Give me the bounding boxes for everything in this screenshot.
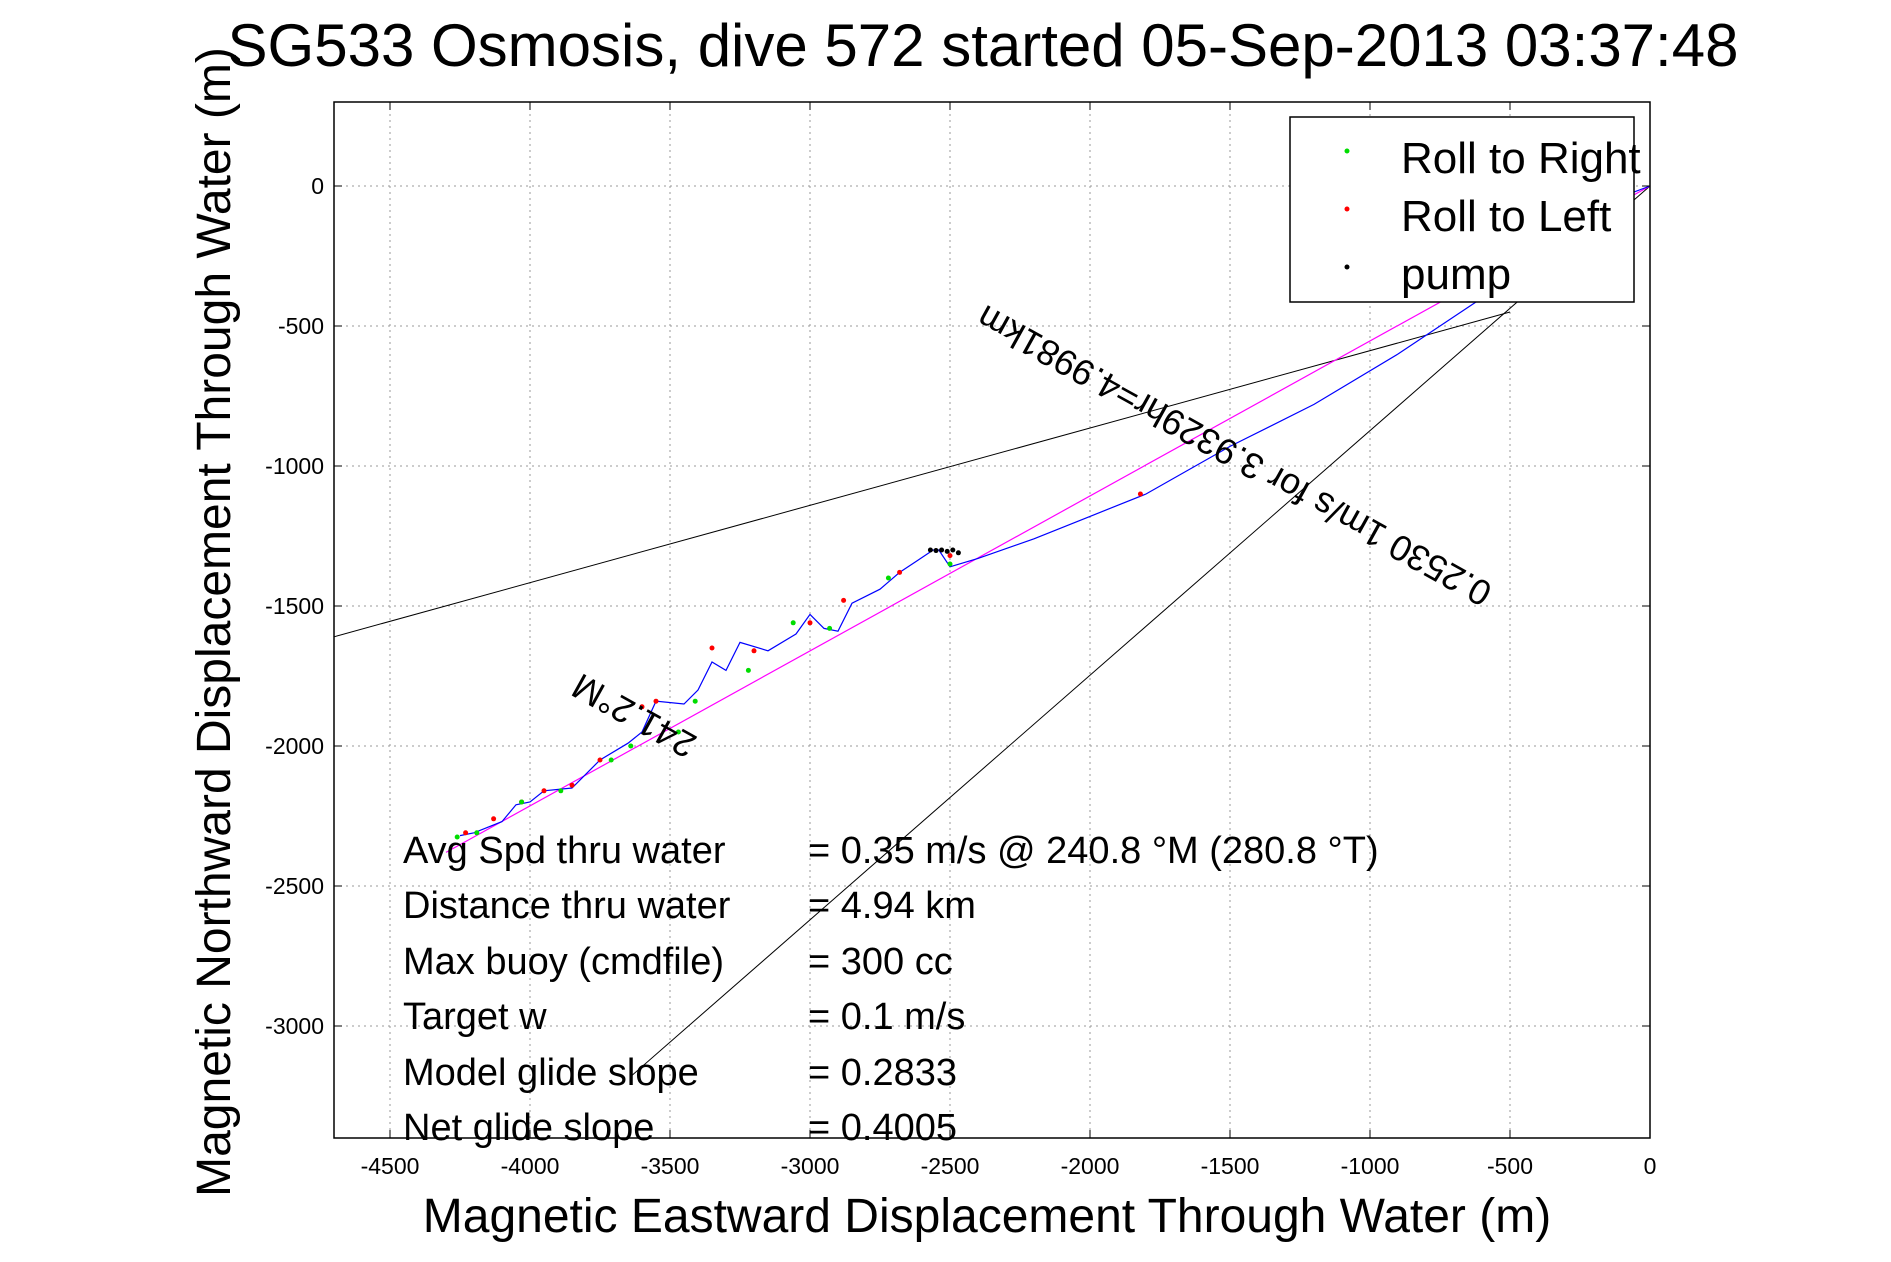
y-tick-label: -3000 xyxy=(265,1013,324,1039)
x-axis-ticks: -4500 -4000 -3500 -3000 -2500 -2000 -1500 -1000… xyxy=(361,102,1657,1179)
stat-value-model-glide: = 0.2833 xyxy=(808,1052,957,1094)
roll-right-point xyxy=(608,757,614,763)
roll-left-point xyxy=(569,782,575,788)
x-tick-label: 0 xyxy=(1644,1153,1657,1179)
y-tick-label: -2000 xyxy=(265,733,324,759)
legend-marker-pump xyxy=(1344,264,1350,270)
x-tick-label: -4000 xyxy=(501,1153,560,1179)
y-tick-label: -1500 xyxy=(265,593,324,619)
x-tick-label: -500 xyxy=(1487,1153,1533,1179)
roll-right-point xyxy=(692,698,698,704)
x-axis-label: Magnetic Eastward Displacement Through W… xyxy=(423,1190,1551,1243)
stat-label-target-w: Target w xyxy=(403,996,547,1038)
roll-left-point xyxy=(751,648,757,654)
x-tick-label: -4500 xyxy=(361,1153,420,1179)
pump-point xyxy=(927,547,933,553)
y-tick-label: -2500 xyxy=(265,873,324,899)
roll-right-point xyxy=(519,799,525,805)
roll-right-point xyxy=(827,625,833,631)
track-line xyxy=(459,185,1651,837)
roll-left-point xyxy=(897,569,903,575)
track-polyline xyxy=(459,185,1651,837)
stats-block: Avg Spd thru water = 0.35 m/s @ 240.8 °M… xyxy=(403,830,1379,1149)
roll-right-point xyxy=(675,729,681,735)
cone-lines xyxy=(333,185,1651,1077)
cone-line xyxy=(333,311,1511,638)
x-tick-label: -3500 xyxy=(641,1153,700,1179)
roll-left-point xyxy=(653,698,659,704)
pump-point xyxy=(939,547,945,553)
stat-value-max-buoy: = 300 cc xyxy=(808,941,953,983)
roll-left-point xyxy=(709,645,715,651)
pump-point xyxy=(933,548,939,554)
stat-label-model-glide: Model glide slope xyxy=(403,1052,699,1094)
roll-left-point xyxy=(639,704,645,710)
stat-value-net-glide: = 0.4005 xyxy=(808,1107,957,1149)
stat-value-distance: = 4.94 km xyxy=(808,885,976,927)
stat-value-target-w: = 0.1 m/s xyxy=(808,996,965,1038)
stat-label-max-buoy: Max buoy (cmdfile) xyxy=(403,941,724,983)
y-tick-label: 0 xyxy=(311,173,324,199)
x-tick-label: -1000 xyxy=(1341,1153,1400,1179)
roll-right-point xyxy=(558,788,564,794)
roll-right-point xyxy=(790,620,796,626)
roll-right-point xyxy=(947,561,953,567)
stat-label-distance: Distance thru water xyxy=(403,885,731,927)
y-tick-label: -1000 xyxy=(265,453,324,479)
roll-left-point xyxy=(541,788,547,794)
legend: Roll to Right Roll to Left pump xyxy=(1289,116,1641,303)
roll-points xyxy=(454,491,1143,840)
x-tick-label: -3000 xyxy=(781,1153,840,1179)
roll-right-point xyxy=(474,830,480,836)
plot-frame xyxy=(333,101,1651,1139)
cone-line xyxy=(630,185,1651,1077)
y-tick-label: -500 xyxy=(278,313,324,339)
legend-marker-roll-left xyxy=(1344,206,1350,212)
legend-marker-roll-right xyxy=(1344,148,1350,154)
roll-left-point xyxy=(947,553,953,559)
stat-label-net-glide: Net glide slope xyxy=(403,1107,654,1149)
roll-right-point xyxy=(745,667,751,673)
legend-label-roll-left: Roll to Left xyxy=(1401,192,1611,241)
roll-right-point xyxy=(885,575,891,581)
x-tick-label: -1500 xyxy=(1201,1153,1260,1179)
stat-label-avg-speed: Avg Spd thru water xyxy=(403,830,726,872)
roll-left-point xyxy=(807,620,813,626)
x-tick-label: -2500 xyxy=(921,1153,980,1179)
roll-left-point xyxy=(463,830,469,836)
roll-right-point xyxy=(628,743,634,749)
roll-left-point xyxy=(841,597,847,603)
x-tick-label: -2000 xyxy=(1061,1153,1120,1179)
chart-title: SG533 Osmosis, dive 572 started 05-Sep-2… xyxy=(228,12,1739,79)
legend-label-roll-right: Roll to Right xyxy=(1401,134,1641,183)
y-axis-label: Magnetic Northward Displacement Through … xyxy=(188,47,241,1197)
roll-left-point xyxy=(1137,491,1143,497)
pump-point xyxy=(944,548,950,554)
roll-right-point xyxy=(454,834,460,840)
y-axis-ticks: 0 -500 -1000 -1500 -2000 -2500 -3000 xyxy=(265,173,1650,1039)
legend-label-pump: pump xyxy=(1401,250,1511,299)
pump-point xyxy=(950,547,956,553)
roll-left-point xyxy=(597,757,603,763)
pump-point xyxy=(955,550,961,556)
roll-left-point xyxy=(491,816,497,822)
stat-value-avg-speed: = 0.35 m/s @ 240.8 °M (280.8 °T) xyxy=(808,830,1379,872)
